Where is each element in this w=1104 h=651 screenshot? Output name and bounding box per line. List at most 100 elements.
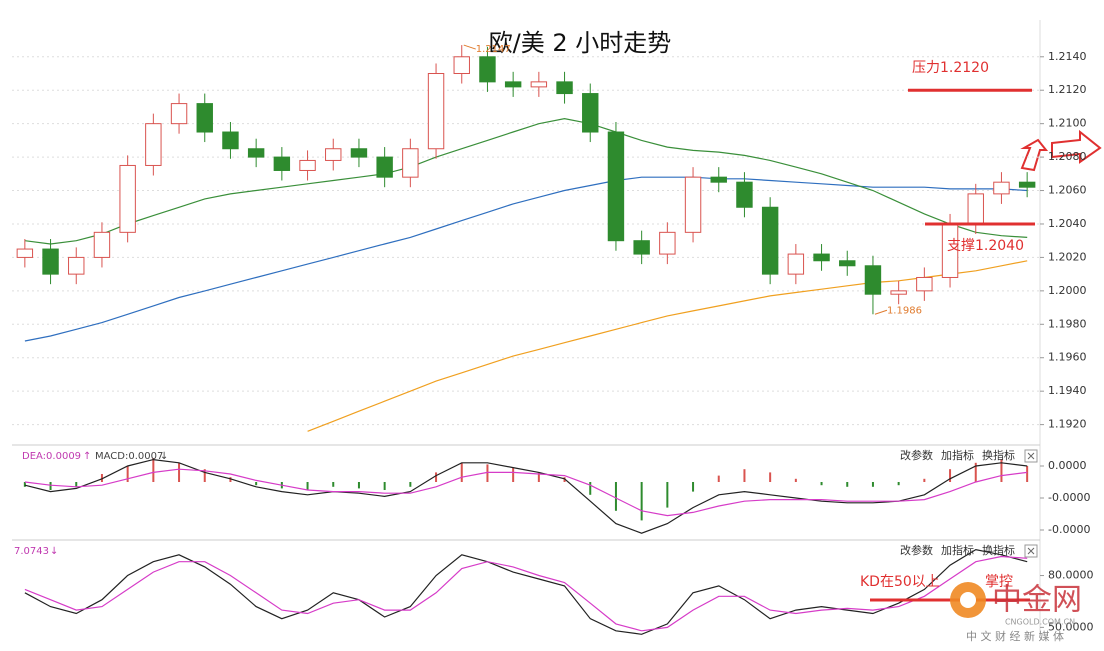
candle-body xyxy=(325,148,342,161)
candle-body xyxy=(170,103,188,125)
annotation-arrow xyxy=(463,44,476,50)
annotation-label: 1.2147 xyxy=(476,44,511,55)
candle-body xyxy=(299,159,316,171)
candle-body xyxy=(787,253,805,275)
candle-body xyxy=(684,176,702,233)
indicator-header: MACD:0.0007 xyxy=(95,451,163,462)
indicator-header: 7.0743 xyxy=(14,546,49,557)
macd-bar xyxy=(640,482,643,521)
candle-body xyxy=(427,73,445,150)
macd-bar xyxy=(486,464,489,482)
macd-bar xyxy=(23,482,26,487)
up-arrow-icon xyxy=(1020,138,1049,172)
candle-body xyxy=(659,231,676,255)
macd-bar xyxy=(846,482,849,487)
y-tick-label: -0.0000 xyxy=(1048,491,1090,504)
candle-body xyxy=(607,131,625,242)
candle-body xyxy=(504,81,522,88)
macd-bar xyxy=(537,472,540,482)
macd-bar xyxy=(949,469,952,482)
candle-body xyxy=(145,123,162,166)
macd-bar xyxy=(383,482,386,490)
macd-bar xyxy=(717,475,720,482)
annotation-label: 1.1986 xyxy=(887,305,922,316)
kd-annotation: KD在50以上 xyxy=(860,574,940,590)
candle-body xyxy=(479,56,496,83)
indicator-line xyxy=(24,468,1028,517)
candle-body xyxy=(376,156,393,178)
indicator-line xyxy=(24,555,1028,632)
y-tick-label: 1.1980 xyxy=(1048,317,1087,330)
y-tick-label: 1.2100 xyxy=(1048,117,1087,130)
level-label: 支撑1.2040 xyxy=(947,238,1024,254)
indicator-line xyxy=(24,458,1028,534)
indicator-header: DEA:0.0009 xyxy=(22,451,81,462)
y-tick-label: 1.1960 xyxy=(1048,351,1087,364)
close-icon xyxy=(1027,452,1035,460)
macd-bar xyxy=(49,482,52,490)
y-tick-label: 1.2000 xyxy=(1048,284,1087,297)
macd-bar xyxy=(769,472,772,482)
y-tick-label: 1.2020 xyxy=(1048,250,1087,263)
macd-bar xyxy=(255,482,258,486)
macd-bar xyxy=(1026,466,1029,482)
macd-bar xyxy=(75,482,78,487)
macd-bar xyxy=(100,474,103,482)
candle-body xyxy=(916,276,933,292)
candle-body xyxy=(993,181,1010,195)
macd-bar xyxy=(614,482,617,511)
candle-body xyxy=(736,181,753,208)
candle-body xyxy=(633,240,650,255)
watermark-logo xyxy=(960,592,976,608)
candle-body xyxy=(864,265,882,295)
y-tick-label: 1.1940 xyxy=(1048,384,1087,397)
macd-bar xyxy=(1000,459,1003,482)
toolbar-button[interactable]: 加指标 xyxy=(941,543,974,557)
watermark-brand: 中金网 xyxy=(992,583,1082,618)
toolbar-button[interactable]: 换指标 xyxy=(982,448,1015,462)
candle-body xyxy=(93,231,111,258)
toolbar-button[interactable]: 改参数 xyxy=(900,543,933,557)
candle-body xyxy=(839,260,856,267)
macd-bar xyxy=(820,482,823,486)
macd-bar xyxy=(897,482,900,486)
kd-annotation: 掌控 xyxy=(985,574,1013,590)
toolbar-button[interactable]: 换指标 xyxy=(982,543,1015,557)
annotation-arrow xyxy=(874,309,888,315)
y-tick-label: 1.2080 xyxy=(1048,150,1087,163)
candle-body xyxy=(222,131,239,150)
macd-bar xyxy=(794,478,797,482)
indicator-header: ↓ xyxy=(160,451,168,462)
candle-body xyxy=(530,81,548,88)
candle-body xyxy=(453,56,470,75)
y-tick-label: 1.2040 xyxy=(1048,217,1087,230)
macd-bar xyxy=(435,472,438,482)
watermark-site: CNGOLD.COM.CN xyxy=(1005,618,1075,627)
level-label: 压力1.2120 xyxy=(912,60,989,76)
macd-bar xyxy=(332,482,335,487)
candle-body xyxy=(119,164,136,233)
candle-body xyxy=(273,156,291,171)
macd-bar xyxy=(409,482,412,487)
macd-bar xyxy=(306,482,309,490)
y-tick-label: 1.1920 xyxy=(1048,418,1087,431)
candle-body xyxy=(967,193,984,225)
candle-body xyxy=(350,148,368,158)
macd-bar xyxy=(152,458,155,482)
macd-bar xyxy=(357,482,360,489)
up-arrow-icon xyxy=(1051,129,1102,164)
y-tick-label: 1.2060 xyxy=(1048,184,1087,197)
candle-body xyxy=(402,148,419,178)
y-tick-label: 50.0000 xyxy=(1048,620,1094,633)
candle-body xyxy=(247,148,265,158)
macd-bar xyxy=(589,482,592,495)
y-tick-label: 80.0000 xyxy=(1048,569,1094,582)
toolbar-button[interactable]: 改参数 xyxy=(900,448,933,462)
indicator-header: ↓ xyxy=(50,546,58,557)
y-tick-label: 1.2140 xyxy=(1048,50,1087,63)
toolbar-button[interactable]: 加指标 xyxy=(941,448,974,462)
watermark-slogan: 中 文 财 经 新 媒 体 xyxy=(966,629,1064,643)
macd-bar xyxy=(923,478,926,482)
indicator-line xyxy=(24,548,1028,635)
